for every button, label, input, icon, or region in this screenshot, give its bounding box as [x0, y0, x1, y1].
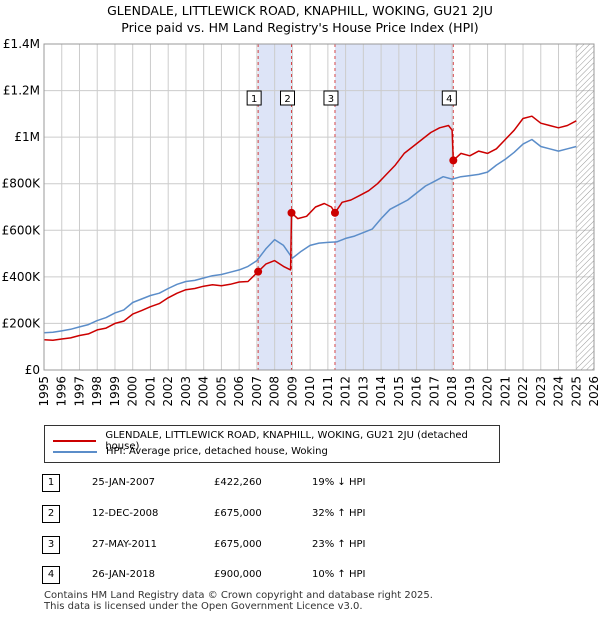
transaction-date: 26-JAN-2018: [92, 569, 156, 580]
x-tick-label: 2011: [321, 376, 335, 407]
x-tick-label: 2019: [463, 376, 477, 407]
x-tick-label: 2015: [392, 376, 406, 407]
x-tick-label: 1998: [90, 376, 104, 407]
transaction-hpi-change: 23% ↑ HPI: [312, 539, 366, 550]
x-tick-label: 2026: [587, 376, 600, 407]
transaction-hpi-change: 32% ↑ HPI: [312, 508, 366, 519]
legend-label-hpi: HPI: Average price, detached house, Woki…: [106, 446, 328, 457]
y-tick-label: £400K: [2, 270, 42, 284]
y-tick-label: £200K: [2, 316, 42, 330]
x-tick-label: 2009: [285, 376, 299, 407]
sale-label-box: [323, 90, 339, 106]
transaction-date: 25-JAN-2007: [92, 477, 156, 488]
x-tick-label: 2023: [534, 376, 548, 407]
x-tick-label: 2012: [339, 376, 353, 407]
x-tick-label: 2004: [197, 376, 211, 407]
transaction-row: 3 27-MAY-2011 £675,000 23% ↑ HPI: [0, 536, 600, 556]
chart-title: GLENDALE, LITTLEWICK ROAD, KNAPHILL, WOK…: [0, 2, 600, 36]
property-price-line: [43, 115, 577, 341]
x-tick-label: 1996: [55, 376, 69, 407]
legend-swatch-hpi: [53, 450, 97, 453]
x-tick-label: 1999: [108, 376, 122, 407]
x-tick-label: 2010: [303, 376, 317, 407]
transaction-date: 12-DEC-2008: [92, 508, 159, 519]
y-tick-label: £1.4M: [3, 37, 40, 51]
sale-point: [330, 208, 339, 217]
chart-title-line1: GLENDALE, LITTLEWICK ROAD, KNAPHILL, WOK…: [107, 3, 493, 18]
transaction-row: 1 25-JAN-2007 £422,260 19% ↓ HPI: [0, 474, 600, 494]
x-tick-label: 2003: [179, 376, 193, 407]
x-tick-label: 2021: [498, 376, 512, 407]
footer-attribution: Contains HM Land Registry data © Crown c…: [44, 590, 433, 612]
transaction-row: 4 26-JAN-2018 £900,000 10% ↑ HPI: [0, 566, 600, 586]
sale-point: [254, 267, 263, 276]
sale-label-number: 3: [328, 94, 334, 105]
y-tick-label: £0: [25, 363, 40, 377]
transaction-hpi-change: 19% ↓ HPI: [312, 477, 366, 488]
transaction-row: 2 12-DEC-2008 £675,000 32% ↑ HPI: [0, 505, 600, 525]
x-tick-label: 2007: [250, 376, 264, 407]
x-tick-label: 2006: [232, 376, 246, 407]
sale-point: [449, 156, 458, 165]
x-tick-label: 2002: [161, 376, 175, 407]
x-tick-label: 2001: [143, 376, 157, 407]
footer-licence: This data is licensed under the Open Gov…: [44, 601, 363, 612]
sale-label-number: 2: [284, 94, 290, 105]
sale-label-box: [441, 90, 457, 106]
forecast-hatch-region: [576, 44, 594, 370]
y-tick-label: £800K: [2, 177, 42, 191]
legend-item-hpi: HPI: Average price, detached house, Woki…: [53, 446, 328, 457]
y-tick-label: £1M: [14, 130, 40, 144]
hpi-line: [43, 138, 577, 334]
plot-frame: [43, 43, 595, 371]
price-chart: 1 2 3 4 £0 £200K £400K £600K £800K £1M £1.2M £1.4M…: [2, 37, 600, 407]
x-tick-label: 2014: [374, 376, 388, 407]
sale-label-number: 1: [251, 94, 257, 105]
legend: GLENDALE, LITTLEWICK ROAD, KNAPHILL, WOK…: [44, 425, 500, 463]
transaction-number-badge: 1: [42, 474, 60, 492]
legend-item-property: GLENDALE, LITTLEWICK ROAD, KNAPHILL, WOK…: [53, 430, 499, 452]
sale-label-box: [246, 90, 262, 106]
sale-label-box: [280, 90, 295, 106]
x-tick-label: 2025: [569, 376, 583, 407]
x-tick-label: 2020: [481, 376, 495, 407]
x-tick-label: 1997: [72, 376, 86, 407]
transaction-price: £422,260: [214, 477, 262, 488]
transaction-hpi-change: 10% ↑ HPI: [312, 569, 366, 580]
legend-swatch-property: [53, 440, 97, 442]
x-tick-label: 2008: [268, 376, 282, 407]
legend-label-property: GLENDALE, LITTLEWICK ROAD, KNAPHILL, WOK…: [105, 430, 468, 452]
x-tick-label: 1995: [37, 376, 51, 407]
x-tick-label: 2005: [214, 376, 228, 407]
x-tick-label: 2000: [126, 376, 140, 407]
x-tick-label: 2018: [445, 376, 459, 407]
footer-copyright: Contains HM Land Registry data © Crown c…: [44, 590, 433, 601]
transaction-price: £900,000: [214, 569, 262, 580]
transaction-price: £675,000: [214, 508, 262, 519]
chart-title-line2: Price paid vs. HM Land Registry's House …: [121, 20, 479, 35]
x-tick-label: 2024: [552, 376, 566, 407]
sale-point: [287, 208, 296, 217]
transaction-number-badge: 2: [42, 505, 60, 523]
y-tick-label: £1.2M: [3, 84, 40, 98]
y-tick-label: £600K: [2, 223, 42, 237]
x-tick-label: 2017: [427, 376, 441, 407]
transaction-number-badge: 4: [42, 566, 60, 584]
transaction-date: 27-MAY-2011: [92, 539, 158, 550]
x-tick-label: 2013: [356, 376, 370, 407]
x-tick-label: 2022: [516, 376, 530, 407]
transaction-number-badge: 3: [42, 536, 60, 554]
x-tick-label: 2016: [410, 376, 424, 407]
sale-label-number: 4: [446, 94, 452, 105]
transaction-price: £675,000: [214, 539, 262, 550]
